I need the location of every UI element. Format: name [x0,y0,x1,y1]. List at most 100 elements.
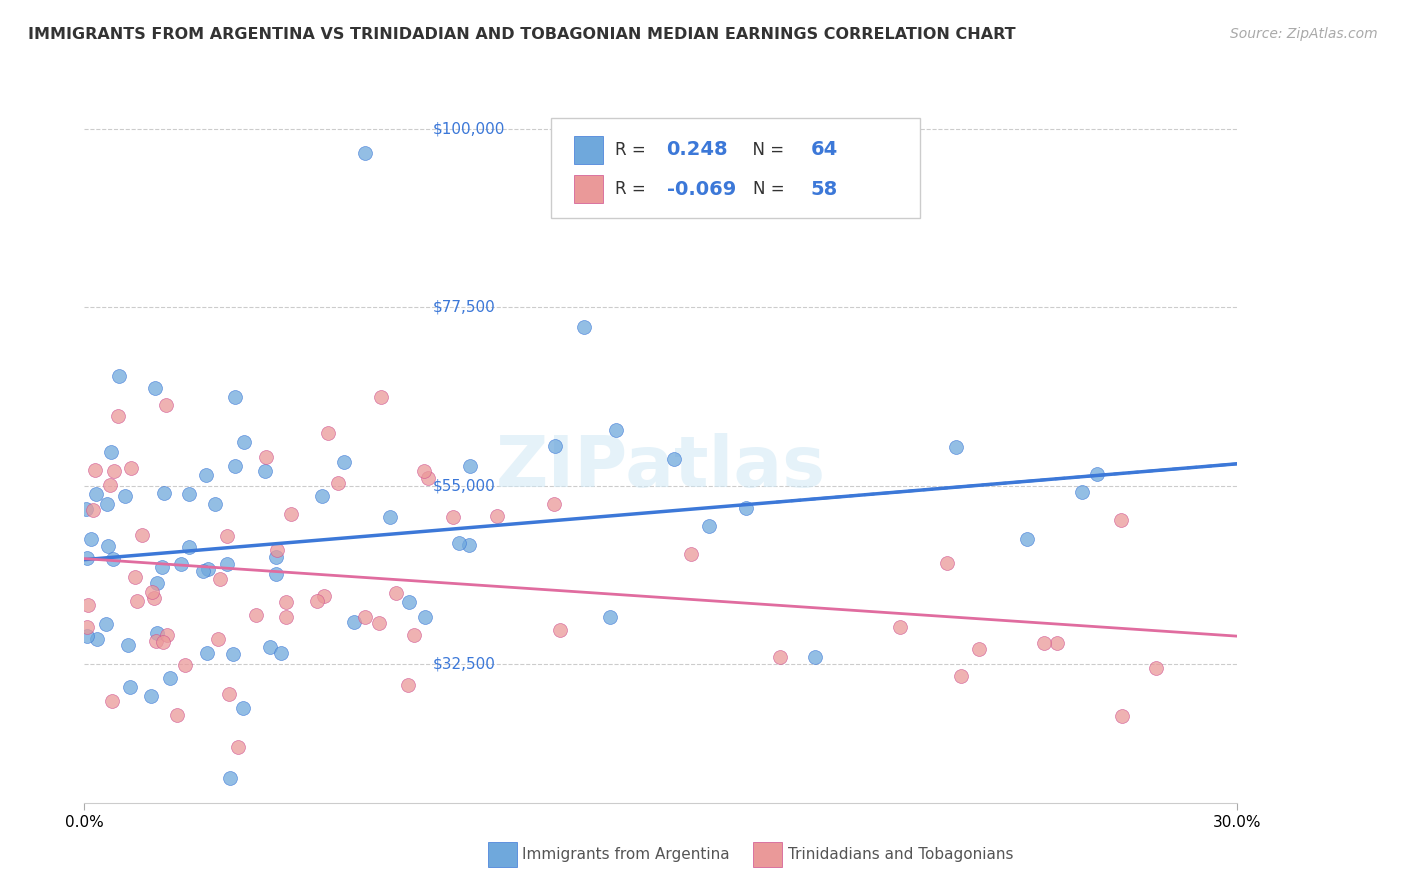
Trinidadians and Tobagonians [326,475,349,490]
Trinidadians and Tobagonians [368,615,391,630]
FancyBboxPatch shape [551,118,921,218]
Trinidadians and Tobagonians [245,607,267,622]
Trinidadians and Tobagonians [166,708,188,723]
Immigrants from Argentina [150,560,173,574]
Trinidadians and Tobagonians [83,463,105,477]
Immigrants from Argentina [449,536,471,550]
Trinidadians and Tobagonians [152,635,174,649]
Immigrants from Argentina [605,423,627,437]
Trinidadians and Tobagonians [143,591,166,605]
Trinidadians and Tobagonians [967,642,990,657]
Trinidadians and Tobagonians [155,398,177,412]
Immigrants from Argentina [143,381,166,395]
Trinidadians and Tobagonians [316,425,339,440]
Text: 64: 64 [811,140,838,160]
Bar [575,136,603,164]
Immigrants from Argentina [139,689,162,703]
Immigrants from Argentina [159,671,181,685]
Trinidadians and Tobagonians [1111,708,1133,723]
Text: R =: R = [614,141,651,159]
Immigrants from Argentina [1070,485,1092,500]
Trinidadians and Tobagonians [280,507,302,521]
Immigrants from Argentina [153,486,176,500]
Trinidadians and Tobagonians [100,478,122,492]
Trinidadians and Tobagonians [384,585,406,599]
Trinidadians and Tobagonians [107,409,129,423]
Trinidadians and Tobagonians [396,678,419,692]
Immigrants from Argentina [259,640,281,655]
Immigrants from Argentina [146,576,169,591]
Immigrants from Argentina [114,489,136,503]
Immigrants from Argentina [354,145,377,160]
Immigrants from Argentina [1015,532,1038,546]
Immigrants from Argentina [270,646,292,660]
Bar [575,175,603,203]
Trinidadians and Tobagonians [889,620,911,634]
Trinidadians and Tobagonians [141,584,163,599]
Immigrants from Argentina [215,557,238,571]
Immigrants from Argentina [118,681,141,695]
Immigrants from Argentina [264,550,287,565]
Trinidadians and Tobagonians [207,632,229,646]
Trinidadians and Tobagonians [1111,513,1133,527]
Trinidadians and Tobagonians [416,471,439,485]
Trinidadians and Tobagonians [769,650,792,665]
Immigrants from Argentina [108,369,131,384]
Trinidadians and Tobagonians [681,547,703,561]
Trinidadians and Tobagonians [936,557,959,571]
Trinidadians and Tobagonians [548,623,571,637]
Text: Source: ZipAtlas.com: Source: ZipAtlas.com [1230,27,1378,41]
Trinidadians and Tobagonians [312,589,335,603]
Bar [754,842,782,867]
Trinidadians and Tobagonians [402,628,425,642]
Immigrants from Argentina [76,629,98,643]
Immigrants from Argentina [697,518,720,533]
Immigrants from Argentina [86,632,108,646]
Immigrants from Argentina [204,497,226,511]
Immigrants from Argentina [94,616,117,631]
Immigrants from Argentina [146,625,169,640]
Trinidadians and Tobagonians [226,740,249,755]
Immigrants from Argentina [75,502,97,516]
Text: $100,000: $100,000 [433,121,505,136]
Text: IMMIGRANTS FROM ARGENTINA VS TRINIDADIAN AND TOBAGONIAN MEDIAN EARNINGS CORRELAT: IMMIGRANTS FROM ARGENTINA VS TRINIDADIAN… [28,27,1015,42]
Immigrants from Argentina [76,551,98,566]
Immigrants from Argentina [177,487,200,501]
Trinidadians and Tobagonians [125,594,148,608]
Immigrants from Argentina [170,557,193,571]
Immigrants from Argentina [253,463,276,477]
Trinidadians and Tobagonians [76,620,98,634]
Trinidadians and Tobagonians [413,464,436,478]
Text: -0.069: -0.069 [666,179,735,199]
Trinidadians and Tobagonians [276,595,298,609]
Immigrants from Argentina [398,594,420,608]
Text: ZIPatlas: ZIPatlas [496,433,825,502]
Trinidadians and Tobagonians [120,460,142,475]
Trinidadians and Tobagonians [950,669,973,683]
Immigrants from Argentina [177,540,200,554]
Immigrants from Argentina [84,487,107,501]
Text: Trinidadians and Tobagonians: Trinidadians and Tobagonians [787,847,1014,862]
Immigrants from Argentina [221,647,243,661]
Immigrants from Argentina [117,638,139,652]
Text: $55,000: $55,000 [433,478,495,493]
Text: $32,500: $32,500 [433,657,495,672]
Trinidadians and Tobagonians [215,528,238,542]
Trinidadians and Tobagonians [145,634,167,648]
Trinidadians and Tobagonians [1144,661,1167,675]
Immigrants from Argentina [79,532,101,546]
Bar [488,842,517,867]
Trinidadians and Tobagonians [82,503,104,517]
Trinidadians and Tobagonians [254,450,277,464]
Trinidadians and Tobagonians [543,497,565,511]
Immigrants from Argentina [191,564,214,578]
Text: N =: N = [754,180,790,198]
Text: 0.248: 0.248 [666,140,728,160]
Immigrants from Argentina [96,497,118,511]
Immigrants from Argentina [195,468,218,483]
Immigrants from Argentina [544,439,567,453]
Immigrants from Argentina [458,539,481,553]
Immigrants from Argentina [664,452,686,467]
Immigrants from Argentina [945,440,967,454]
Immigrants from Argentina [219,772,242,786]
